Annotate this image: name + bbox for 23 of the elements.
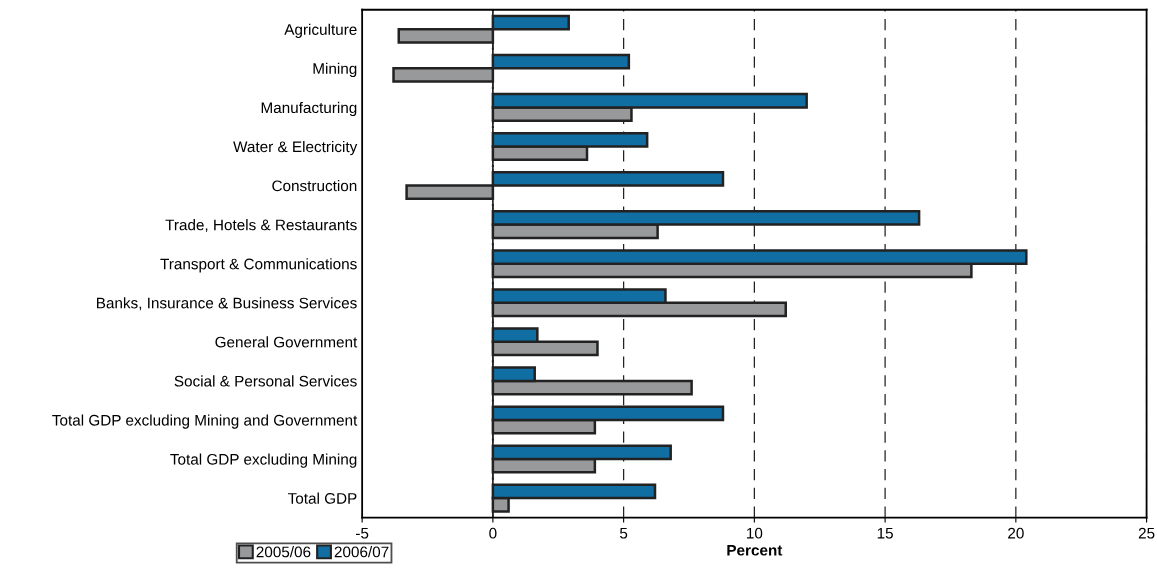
y-tick-label: General Government bbox=[215, 336, 358, 348]
y-tick-label: Transport & Communications bbox=[160, 258, 357, 273]
y-tick-label: Trade, Hotels & Restaurants bbox=[165, 219, 357, 233]
x-tick-label: 15 bbox=[877, 527, 893, 539]
y-tick-label: Manufacturing bbox=[261, 101, 357, 117]
x-tick-label: 10 bbox=[747, 527, 763, 539]
y-tick-label: Banks, Insurance & Business Services bbox=[97, 297, 357, 311]
y-tick-label: Agriculture bbox=[284, 23, 357, 38]
y-tick-label: Water & Electricity bbox=[233, 140, 358, 156]
y-tick-label: Total GDP bbox=[288, 492, 357, 504]
x-tick-label: -5 bbox=[356, 527, 369, 539]
x-tick-label: 0 bbox=[489, 527, 497, 539]
x-tick-label: 25 bbox=[1138, 527, 1155, 539]
y-tick-label: Social & Personal Services bbox=[174, 375, 357, 387]
x-tick-label: 20 bbox=[1008, 527, 1024, 539]
y-tick-label: Mining bbox=[313, 62, 357, 78]
x-axis-title: Percent bbox=[727, 544, 783, 556]
y-tick-label: Total GDP excluding Mining and Government bbox=[52, 414, 358, 429]
legend-label: 2005/06 bbox=[256, 546, 311, 558]
legend-label: 2006/07 bbox=[334, 546, 389, 558]
x-tick-label: 5 bbox=[619, 527, 628, 539]
y-tick-label: Construction bbox=[272, 180, 357, 192]
y-tick-label: Total GDP excluding Mining bbox=[170, 453, 357, 468]
